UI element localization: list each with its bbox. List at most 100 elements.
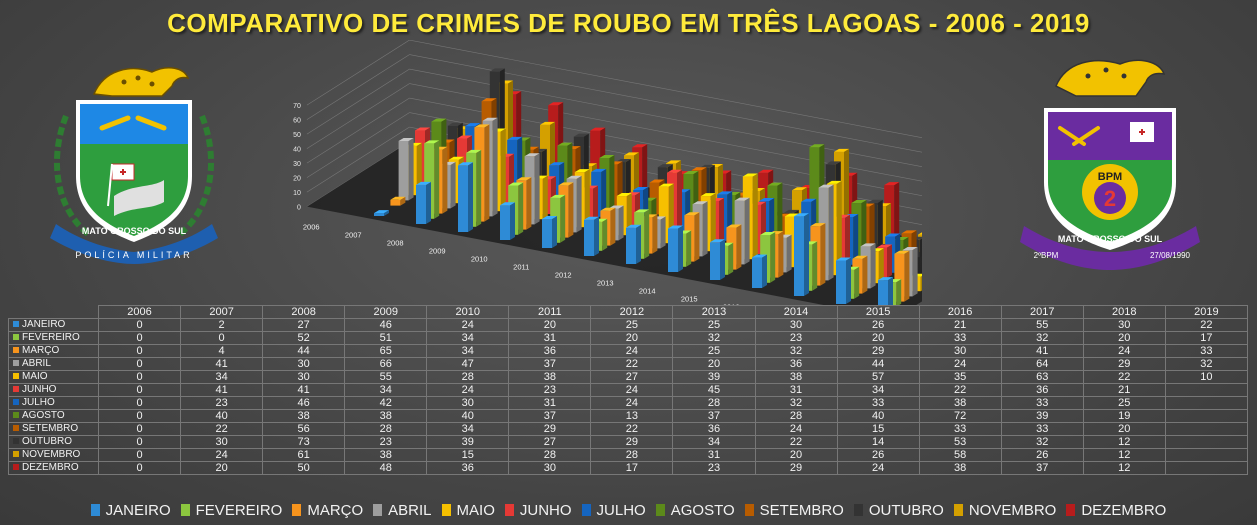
y-tick-label: 60 (293, 118, 301, 125)
bar-front (894, 253, 905, 302)
x-tick-label: 2010 (471, 254, 488, 263)
bar-top (416, 181, 431, 185)
series-swatch (13, 321, 19, 328)
bar-side (618, 205, 624, 241)
series-swatch (13, 334, 19, 341)
table-cell: 47 (426, 357, 510, 371)
flag-icon (1130, 122, 1154, 142)
x-tick-label: 2006 (303, 222, 320, 231)
x-tick-label: 2016 (723, 302, 740, 305)
bar-top (524, 153, 540, 157)
bar-front (658, 186, 669, 244)
bar-side (609, 154, 615, 212)
table-cell: 61 (262, 448, 346, 462)
jaguar-crest-icon (1055, 59, 1166, 97)
table-cell: 22 (590, 357, 674, 371)
bar-side (888, 277, 893, 305)
table-cell: 51 (344, 331, 428, 345)
bar-top (431, 118, 447, 122)
table-cell: 30 (508, 461, 592, 475)
table-cell: 20 (754, 448, 838, 462)
table-cell: 28 (426, 370, 510, 384)
bar-top (474, 124, 490, 128)
bar-front (398, 140, 409, 201)
bar-front (500, 205, 510, 240)
bar-top (884, 182, 900, 186)
bar-top (374, 210, 389, 214)
bar-side (434, 140, 440, 219)
table-cell: 20 (1082, 331, 1166, 345)
table-row: JANEIRO 0 2 27 46 24 20 25 25 30 26 21 55 30 22 (8, 318, 1249, 332)
table-cell: 30 (180, 435, 264, 449)
table-cell: 52 (262, 331, 346, 345)
bar-side (870, 243, 876, 289)
bar-side (678, 225, 683, 272)
table-year-header: 2009 (344, 305, 428, 319)
bar-top (666, 160, 681, 164)
table-cell (1164, 448, 1249, 462)
x-tick-label: 2012 (555, 270, 572, 279)
logo-right-right-tag: 27/08/1990 (1150, 251, 1191, 260)
bar (710, 239, 725, 280)
bar-side (894, 182, 900, 239)
crossed-pistols-icon (99, 115, 167, 131)
bar-front (542, 219, 552, 248)
series-swatch (13, 386, 19, 393)
bar-top (734, 197, 750, 201)
bar-side (845, 214, 850, 270)
legend-item: AGOSTO (655, 502, 735, 519)
table-row: MARÇO 0 4 44 65 34 36 24 25 32 29 30 41 24 33 (8, 344, 1249, 358)
table-year-header: 2018 (1082, 305, 1166, 319)
table-cell: 26 (836, 448, 920, 462)
x-tick-label: 2008 (387, 238, 404, 247)
legend-label: JULHO (596, 502, 646, 519)
legend-swatch (90, 504, 100, 516)
table-cell: 39 (426, 435, 510, 449)
table-cell: 20 (590, 331, 674, 345)
legend-label: JUNHO (519, 502, 572, 519)
bar-front (668, 228, 678, 272)
table-row-label: DEZEMBRO (8, 461, 99, 475)
bar (626, 224, 641, 264)
bar-side (728, 242, 734, 275)
table-row: MAIO 0 34 30 55 28 38 27 39 38 57 35 63 22 10 (8, 370, 1249, 384)
bar-side (450, 161, 456, 209)
table-cell: 41 (1000, 344, 1084, 358)
bar-top (801, 198, 817, 202)
table-cell: 36 (672, 422, 756, 436)
bar-side (778, 231, 784, 278)
y-tick-label: 70 (293, 103, 301, 110)
bar-top (760, 231, 776, 235)
bar-side (552, 216, 557, 248)
bar-side (542, 175, 548, 220)
2bpm-crest-logo: BPM 2 MATO GROSSO DO SUL 2ºBPM 27/08/199… (1020, 59, 1200, 270)
bar-front (794, 216, 804, 296)
bar-top (590, 127, 606, 131)
bar-side (518, 182, 524, 235)
legend-swatch (581, 504, 591, 516)
bar-top (894, 250, 910, 254)
bar-front (458, 165, 468, 232)
table-cell (1164, 409, 1249, 423)
table-body: JANEIRO 0 2 27 46 24 20 25 25 30 26 21 55 30 22 FEVEREI… (8, 318, 1249, 475)
table-cell: 25 (672, 344, 756, 358)
table-cell: 24 (590, 383, 674, 397)
table-year-header: 2012 (590, 305, 674, 319)
table-cell: 28 (508, 448, 592, 462)
table-row-label: NOVEMBRO (8, 448, 99, 462)
y-tick-label: 30 (293, 161, 301, 168)
bar-side (770, 231, 776, 283)
gridline-side (306, 83, 410, 149)
table-cell: 37 (508, 409, 592, 423)
table-cell (1164, 383, 1249, 397)
bar-top (700, 193, 716, 197)
bar-side (400, 196, 406, 206)
bar-top (752, 254, 767, 258)
bar (458, 162, 473, 232)
table-cell: 41 (180, 357, 264, 371)
table-cell: 34 (426, 331, 510, 345)
bar (424, 140, 440, 219)
table-cell: 24 (836, 461, 920, 475)
table-cell: 20 (836, 331, 920, 345)
legend-swatch (655, 504, 665, 516)
